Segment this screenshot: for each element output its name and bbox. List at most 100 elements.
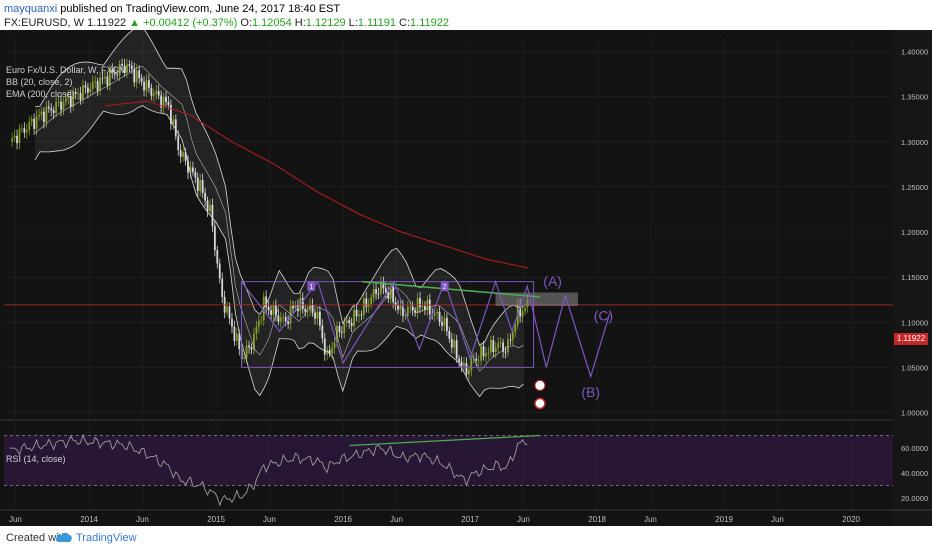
open-label: O: bbox=[240, 17, 252, 29]
candle-down bbox=[52, 110, 55, 113]
candle-up bbox=[64, 98, 67, 102]
price-axis-panel bbox=[893, 30, 932, 526]
candle-down bbox=[47, 106, 50, 109]
last-price: 1.11922 bbox=[87, 17, 127, 29]
candle-up bbox=[524, 307, 526, 312]
candle-down bbox=[277, 315, 280, 322]
candle-down bbox=[250, 347, 253, 350]
created-with: Created with bbox=[6, 532, 68, 544]
candle-down bbox=[392, 286, 395, 303]
candle-up bbox=[362, 298, 365, 315]
candle-down bbox=[402, 304, 404, 316]
candle-down bbox=[228, 306, 231, 319]
candle-down bbox=[519, 304, 522, 317]
candle-down bbox=[397, 305, 399, 310]
candle-up bbox=[77, 93, 79, 94]
candle-down bbox=[138, 70, 141, 78]
candle-up bbox=[372, 289, 375, 298]
open-value: 1.12054 bbox=[251, 17, 292, 29]
candle-down bbox=[60, 101, 62, 110]
bollinger-basis bbox=[34, 66, 524, 372]
candle-up bbox=[485, 353, 487, 357]
price-tick-label: 1.35000 bbox=[901, 93, 928, 102]
candle-up bbox=[367, 304, 370, 307]
candle-down bbox=[216, 250, 219, 264]
candle-down bbox=[460, 361, 463, 366]
candle-down bbox=[221, 278, 224, 297]
candle-down bbox=[265, 296, 268, 307]
candle-up bbox=[11, 137, 14, 142]
candle-up bbox=[25, 130, 28, 133]
event-marker-1 bbox=[534, 379, 546, 391]
author-link[interactable]: mayquanxi bbox=[4, 3, 58, 15]
ema-line bbox=[104, 100, 529, 269]
candle-down bbox=[43, 111, 45, 123]
candle-down bbox=[86, 87, 89, 93]
chart-canvas[interactable]: (A) (C) (B) 1 2 1.40000 1.35000 1.30000 1.25000… bbox=[0, 30, 932, 526]
candle-down bbox=[509, 339, 512, 341]
candle-down bbox=[287, 321, 290, 324]
candle-down bbox=[231, 318, 233, 327]
candle-up bbox=[13, 135, 16, 138]
candle-up bbox=[331, 347, 333, 354]
candle-down bbox=[311, 304, 314, 313]
legend-ema[interactable]: EMA (200, close) bbox=[6, 89, 75, 99]
time-tick-label: Jun bbox=[9, 515, 22, 524]
candle-down bbox=[113, 72, 116, 75]
chart-svg[interactable]: (A) (C) (B) 1 2 1.40000 1.35000 1.30000 1.25000… bbox=[0, 30, 932, 526]
candle-up bbox=[279, 317, 282, 322]
candle-up bbox=[35, 116, 38, 129]
price-change: ▲ +0.00412 (+0.37%) bbox=[129, 17, 238, 29]
candle-down bbox=[304, 308, 307, 312]
candle-up bbox=[343, 323, 346, 333]
candle-down bbox=[419, 298, 421, 308]
candle-down bbox=[455, 340, 458, 359]
candle-down bbox=[355, 309, 358, 317]
candle-down bbox=[170, 104, 172, 124]
candle-up bbox=[40, 111, 43, 115]
candle-down bbox=[96, 81, 99, 91]
candle-up bbox=[404, 315, 407, 317]
candle-down bbox=[348, 320, 351, 323]
candle-up bbox=[272, 305, 275, 315]
publish-info: published on TradingView.com, June 24, 2… bbox=[57, 3, 341, 15]
candle-up bbox=[436, 311, 439, 314]
candle-up bbox=[57, 101, 60, 103]
candle-up bbox=[108, 69, 111, 86]
candle-up bbox=[406, 306, 409, 316]
chart-legend: Euro Fx/U.S. Dollar, W, FXCM BB (20, clo… bbox=[6, 64, 127, 100]
candle-up bbox=[55, 101, 58, 113]
candle-down bbox=[482, 346, 485, 357]
candle-down bbox=[445, 317, 448, 331]
candle-down bbox=[69, 96, 72, 107]
candle-down bbox=[111, 69, 114, 73]
rsi-tick-label: 40.0000 bbox=[901, 469, 928, 478]
legend-bb[interactable]: BB (20, close, 2) bbox=[6, 77, 73, 87]
candle-up bbox=[243, 357, 246, 360]
time-tick-label: 2017 bbox=[461, 515, 479, 524]
candle-up bbox=[155, 91, 158, 95]
candle-down bbox=[428, 299, 431, 315]
candle-down bbox=[328, 349, 331, 354]
candle-up bbox=[416, 298, 419, 313]
candle-down bbox=[140, 77, 143, 82]
tradingview-brand[interactable]: TradingView bbox=[76, 532, 137, 544]
candle-up bbox=[511, 332, 514, 340]
candle-up bbox=[326, 349, 329, 355]
candle-up bbox=[28, 121, 31, 131]
wave-projection bbox=[241, 279, 611, 379]
chart-drawings: (A) (C) (B) 1 2 bbox=[4, 273, 893, 410]
event-marker-2 bbox=[534, 397, 546, 410]
candle-up bbox=[489, 340, 492, 353]
candle-up bbox=[289, 305, 292, 324]
candle-down bbox=[284, 317, 287, 322]
rsi-band bbox=[4, 435, 893, 486]
price-tick-label: 1.15000 bbox=[901, 273, 928, 282]
candle-down bbox=[187, 160, 189, 173]
candle-down bbox=[33, 118, 36, 129]
candle-up bbox=[89, 88, 92, 93]
candle-down bbox=[360, 314, 363, 316]
rsi-label[interactable]: RSI (14, close) bbox=[6, 454, 66, 464]
quote-line: FX:EURUSD, W 1.11922 ▲ +0.00412 (+0.37%)… bbox=[4, 17, 449, 29]
candle-down bbox=[301, 297, 304, 309]
